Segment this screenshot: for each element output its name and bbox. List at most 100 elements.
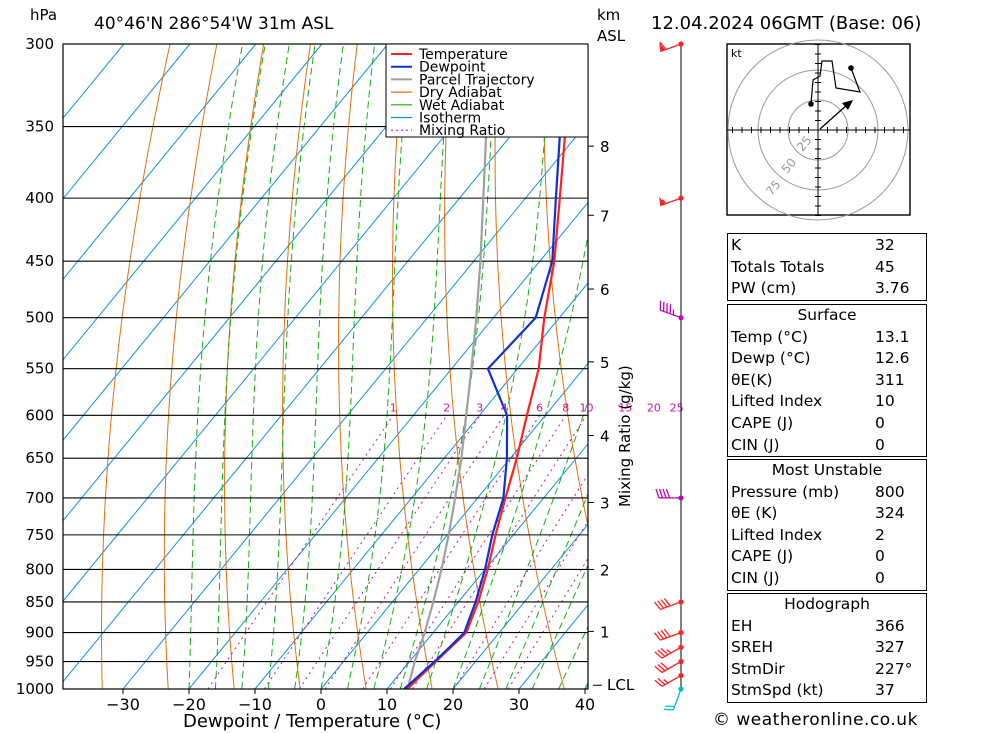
hodograph-index-row: StmDir 227° [727, 659, 927, 681]
hodograph-end-dot [848, 65, 854, 71]
mixing-ratio-labels: 1 2 3 4 6 8 10 15 20 25 [390, 401, 684, 414]
wind-barb-feather [654, 679, 663, 687]
isotherm-line [320, 362, 588, 689]
wind-barb-feather [657, 649, 666, 657]
wind-barb-staff [660, 309, 682, 319]
pressure-tick-label: 400 [25, 189, 54, 207]
wind-barb-staff [672, 688, 682, 710]
wind-barb-half-feather [672, 309, 675, 315]
hodograph-index-value: 227° [875, 659, 913, 678]
most-unstable-index-label: CAPE (J) [731, 547, 794, 566]
wind-barb [659, 300, 682, 319]
wet-adiabat-line [294, 44, 344, 689]
wind-barb-feather [663, 708, 674, 711]
hodograph-index-label: SREH [731, 638, 774, 657]
wind-barb [654, 646, 682, 659]
surface-index-label: θE(K) [731, 370, 773, 389]
most-unstable-index-value: 2 [875, 525, 885, 544]
wind-level-dot [678, 495, 684, 501]
x-tick-label: 0 [316, 695, 326, 714]
wind-barb-feather [657, 677, 666, 686]
wind-barb-feather [658, 488, 664, 499]
most-unstable-box [727, 459, 927, 591]
surface-index-value: 12.6 [875, 349, 910, 368]
km-tick-label: 1 [600, 623, 610, 641]
location-title: 40°46'N 286°54'W 31m ASL [94, 14, 334, 34]
hodograph-index-label: EH [731, 616, 753, 635]
wind-barb [659, 41, 682, 53]
hodograph-index-value: 366 [875, 616, 905, 635]
wind-barb-staff [661, 660, 682, 674]
pressure-tick-label: 950 [25, 653, 54, 671]
wet-adiabat-line [214, 44, 266, 689]
most-unstable-index-value: 0 [875, 547, 885, 566]
isotherm-line [63, 44, 455, 522]
wind-barb-feather [662, 301, 665, 312]
km-tick-label: 2 [600, 562, 610, 580]
dry-adiabat-line [966, 44, 1000, 689]
wind-barb-pennant [659, 42, 666, 52]
pressure-tick-label: 550 [25, 360, 54, 378]
wet-adiabat-line [320, 44, 376, 689]
pressure-tick-label: 800 [25, 561, 54, 579]
mixing-ratio-line [324, 415, 505, 689]
x-tick-label: −10 [238, 695, 272, 714]
mixing-ratio-line [389, 415, 567, 689]
legend-entry: Isotherm [419, 111, 481, 127]
surface-index-label: CAPE (J) [731, 413, 794, 432]
hodograph-trace [810, 60, 861, 105]
mixing-ratio-line [483, 520, 588, 689]
wind-barb-feather [663, 628, 671, 637]
profile-lines [403, 44, 574, 689]
height-unit-km: km [597, 6, 620, 24]
legend-entry: Temperature [418, 47, 508, 63]
most-unstable-table: Most Unstable Pressure (mb) 800 θE (K) 324 Li… [727, 460, 927, 590]
dewpoint-line [403, 44, 564, 689]
mixing-ratio-value: 8 [562, 401, 569, 414]
isotherm-line [63, 44, 323, 361]
mixing-ratio-value: 15 [618, 401, 632, 414]
wet-adiabat-line [373, 44, 451, 689]
most-unstable-index-label: CIN (J) [731, 568, 780, 587]
surface-index-value: 0 [875, 413, 885, 432]
pressure-tick-label: 900 [25, 624, 54, 642]
wind-barb-half-feather [663, 679, 669, 684]
wind-level-dot [678, 41, 684, 47]
wind-barb-half-feather [661, 199, 667, 205]
wind-barb-pennant [659, 196, 666, 206]
most-unstable-index-title: Most Unstable [771, 461, 883, 479]
surface-index-value: 311 [875, 370, 905, 389]
wind-barb-feather [653, 601, 661, 610]
mixing-ratio-line [411, 415, 587, 689]
wind-barb-feather [659, 300, 662, 311]
wind-barb [659, 196, 682, 207]
general-indices-box [727, 233, 927, 301]
hodograph-indices-box [727, 593, 927, 703]
surface-table: Surface Temp (°C) 13.1 Dewp (°C) 12.6 θE(K) 31… [727, 305, 927, 456]
wet-adiabat-line [188, 44, 244, 689]
hodograph-index-value: 37 [875, 681, 895, 700]
most-unstable-index-row: Lifted Index 2 [727, 525, 927, 547]
surface-index-value: 10 [875, 392, 895, 411]
legend-entry: Wet Adiabat [419, 98, 505, 114]
pressure-tick-label: 350 [25, 118, 54, 136]
wind-barb-staff [661, 646, 682, 659]
surface-index-row: Dewp (°C) 12.6 [727, 348, 927, 370]
surface-index-row: Lifted Index 10 [727, 391, 927, 413]
x-tick-label: −30 [106, 695, 140, 714]
general-index-value: 45 [875, 257, 895, 276]
pressure-tick-label: 450 [25, 252, 54, 270]
wind-barb-feather [663, 597, 671, 607]
legend-entry: Dewpoint [419, 60, 486, 76]
km-tick-label: 7 [600, 207, 610, 225]
wind-barb-staff [660, 601, 682, 611]
pressure-tick-label: 850 [25, 593, 54, 611]
mixing-ratio-line [507, 557, 588, 689]
hodograph-index-row: StmSpd (kt) 37 [727, 680, 927, 702]
surface-index-title-row: Surface [727, 305, 927, 327]
km-tick-label: 5 [600, 354, 610, 372]
isobar-lines [63, 43, 588, 690]
height-unit-asl: ASL [597, 27, 626, 45]
x-tick-label: 20 [443, 695, 463, 714]
